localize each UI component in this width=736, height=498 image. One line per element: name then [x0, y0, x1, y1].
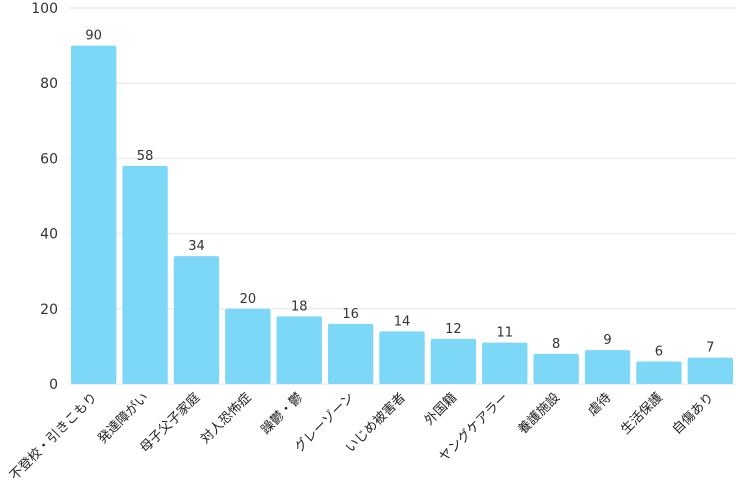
- bar: [71, 45, 117, 384]
- category-label: 養護施設: [515, 390, 563, 438]
- data-label: 90: [85, 29, 102, 44]
- data-label: 58: [137, 149, 154, 164]
- data-label: 7: [706, 341, 714, 356]
- bar: [430, 338, 477, 384]
- category-label: 虐待: [585, 390, 615, 420]
- bar: [482, 342, 528, 384]
- y-tick-label: 0: [49, 377, 58, 393]
- data-label: 6: [655, 344, 663, 359]
- bar: [225, 308, 271, 384]
- y-tick-label: 100: [31, 1, 58, 17]
- bar: [533, 353, 579, 384]
- data-label: 9: [603, 333, 611, 348]
- bar: [276, 316, 322, 384]
- bar: [379, 331, 425, 384]
- category-label: 外国籍: [421, 390, 460, 429]
- data-label: 20: [240, 292, 257, 307]
- y-axis-ticks: 0 20 40 60 80 100: [31, 1, 58, 393]
- y-tick-label: 80: [40, 76, 58, 92]
- data-label: 8: [552, 337, 560, 352]
- data-label: 16: [342, 307, 359, 322]
- bar: [327, 323, 374, 384]
- y-tick-label: 40: [40, 227, 58, 243]
- bar: [636, 361, 682, 384]
- bar: [173, 256, 220, 384]
- category-label: 自傷あり: [670, 390, 717, 437]
- bars: [71, 45, 733, 384]
- bar: [584, 350, 631, 384]
- data-labels: 90 58 34 20 18 16 14 12 11 8 9 6 7: [85, 29, 714, 360]
- data-label: 14: [394, 314, 411, 329]
- y-tick-label: 60: [40, 151, 58, 167]
- category-label: 躁鬱・鬱: [259, 390, 306, 437]
- bar: [122, 165, 168, 384]
- data-label: 18: [291, 299, 308, 314]
- category-label: 対人恐怖症: [197, 390, 254, 447]
- y-tick-label: 20: [40, 302, 58, 318]
- data-label: 11: [496, 326, 513, 341]
- bar: [687, 357, 733, 384]
- category-label: 不登校・引きこもり: [6, 390, 100, 484]
- category-label: 生活保護: [618, 390, 666, 438]
- data-label: 12: [445, 322, 462, 337]
- data-label: 34: [188, 239, 205, 254]
